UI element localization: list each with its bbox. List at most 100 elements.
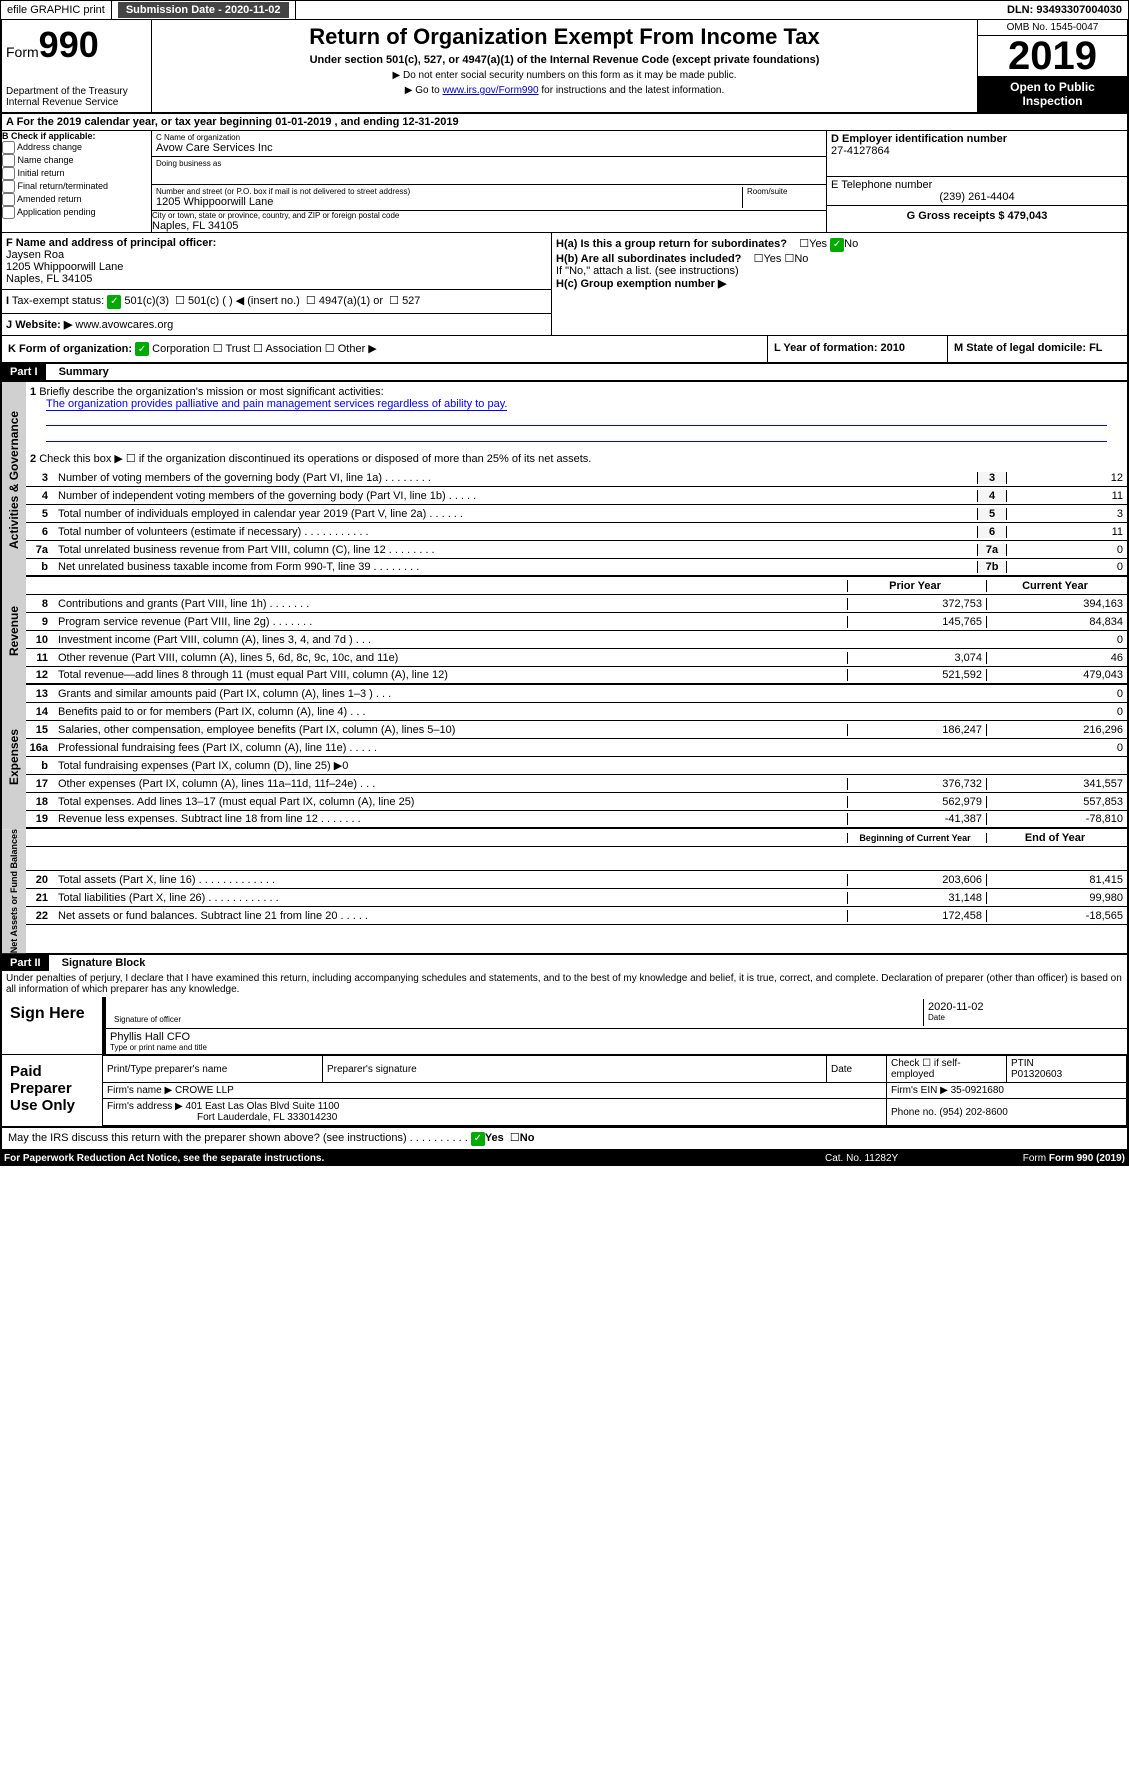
line22-desc: Net assets or fund balances. Subtract li…	[54, 909, 847, 923]
hdr-beg: Beginning of Current Year	[847, 833, 987, 843]
line20-desc: Total assets (Part X, line 16) . . . . .…	[54, 873, 847, 887]
line18-desc: Total expenses. Add lines 13–17 (must eq…	[54, 795, 847, 809]
hdr-prior: Prior Year	[847, 580, 987, 592]
4947a1: 4947(a)(1) or	[319, 295, 383, 307]
efile-label: efile GRAPHIC print	[7, 4, 105, 16]
line14-curr: 0	[987, 706, 1127, 718]
line20-prior: 203,606	[847, 874, 987, 886]
yes-label: Yes	[485, 1132, 504, 1144]
rev-section: Revenue Prior YearCurrent Year 8Contribu…	[0, 577, 1129, 685]
type-name-label: Type or print name and title	[110, 1043, 1123, 1052]
form-subtitle: Under section 501(c), 527, or 4947(a)(1)…	[160, 54, 969, 66]
line16a-curr: 0	[987, 742, 1127, 754]
preparer-table: Print/Type preparer's name Preparer's si…	[102, 1055, 1127, 1126]
firm-name: CROWE LLP	[175, 1085, 234, 1096]
inspection-badge: Open to Public Inspection	[978, 76, 1127, 112]
perjury-text: Under penalties of perjury, I declare th…	[0, 971, 1129, 997]
check-icon: ✓	[471, 1132, 485, 1146]
signature-block: Sign Here Signature of officer 2020-11-0…	[0, 997, 1129, 1151]
l-year: L Year of formation: 2010	[774, 342, 905, 354]
line7b-num: 7b	[977, 561, 1007, 573]
paid-preparer-label: Paid Preparer Use Only	[2, 1055, 102, 1126]
vlab-governance: Activities & Governance	[2, 382, 26, 577]
line11-desc: Other revenue (Part VIII, column (A), li…	[54, 651, 847, 665]
cat-no: Cat. No. 11282Y	[825, 1153, 985, 1164]
line16b-desc: Total fundraising expenses (Part IX, col…	[54, 758, 847, 773]
check-icon: ✓	[830, 238, 844, 252]
prep-name-label: Print/Type preparer's name	[103, 1056, 323, 1083]
gross-receipts: G Gross receipts $ 479,043	[907, 210, 1048, 222]
k-corp: Corporation	[152, 343, 209, 355]
chk-name[interactable]: Name change	[2, 154, 151, 167]
chk-initial-label: Initial return	[18, 168, 65, 178]
ptin-value: P01320603	[1011, 1069, 1062, 1080]
pra-notice: For Paperwork Reduction Act Notice, see …	[4, 1153, 324, 1164]
line15-curr: 216,296	[987, 724, 1127, 736]
k-trust: Trust	[225, 343, 250, 355]
sign-here-label: Sign Here	[2, 997, 102, 1054]
hc-label: H(c) Group exemption number ▶	[556, 278, 726, 290]
firm-addr-label: Firm's address ▶	[107, 1101, 183, 1112]
vlab-revenue: Revenue	[2, 577, 26, 685]
chk-final[interactable]: Final return/terminated	[2, 180, 151, 193]
irs-link[interactable]: www.irs.gov/Form990	[442, 85, 538, 96]
officer-label: F Name and address of principal officer:	[6, 237, 547, 249]
ein-value: 27-4127864	[831, 145, 1123, 157]
chk-initial[interactable]: Initial return	[2, 167, 151, 180]
firm-ein: Firm's EIN ▶ 35-0921680	[887, 1083, 1127, 1099]
line4-num: 4	[977, 490, 1007, 502]
line7a-num: 7a	[977, 544, 1007, 556]
org-name: Avow Care Services Inc	[156, 142, 822, 154]
submission-date: Submission Date - 2020-11-02	[112, 1, 296, 19]
form-footer: Form 990 (2019)	[1049, 1153, 1125, 1164]
k-label: K Form of organization:	[8, 343, 132, 355]
line6-val: 11	[1007, 526, 1127, 538]
blank-line	[46, 432, 1107, 442]
line17-desc: Other expenses (Part IX, column (A), lin…	[54, 777, 847, 791]
firm-city: Fort Lauderdale, FL 333014230	[107, 1112, 337, 1123]
officer-name: Jaysen Roa	[6, 249, 547, 261]
501c: 501(c) ( ) ◀ (insert no.)	[188, 295, 300, 307]
form-prefix: Form	[6, 44, 39, 60]
box-deg: D Employer identification number27-41278…	[827, 131, 1127, 232]
city-label: City or town, state or province, country…	[152, 211, 826, 220]
chk-address[interactable]: Address change	[2, 141, 151, 154]
note2-post: for instructions and the latest informat…	[539, 85, 725, 96]
line9-desc: Program service revenue (Part VIII, line…	[54, 615, 847, 629]
line6-desc: Total number of volunteers (estimate if …	[54, 525, 977, 539]
chk-pending-label: Application pending	[17, 207, 96, 217]
m-state: M State of legal domicile: FL	[954, 342, 1103, 354]
hb-label: H(b) Are all subordinates included?	[556, 253, 741, 265]
hdr-end: End of Year	[987, 832, 1127, 844]
line4-val: 11	[1007, 490, 1127, 502]
line5-num: 5	[977, 508, 1007, 520]
firm-name-label: Firm's name ▶	[107, 1085, 172, 1096]
tax-year: 2019	[978, 36, 1127, 76]
chk-amended[interactable]: Amended return	[2, 193, 151, 206]
line9-curr: 84,834	[987, 616, 1127, 628]
blank-line	[46, 416, 1107, 426]
efile-print: efile GRAPHIC print	[1, 1, 112, 19]
tax-status-label: Tax-exempt status:	[12, 295, 104, 307]
line12-prior: 521,592	[847, 669, 987, 681]
ein-label: D Employer identification number	[831, 133, 1123, 145]
vlab-net: Net Assets or Fund Balances	[2, 829, 26, 953]
h-b: H(b) Are all subordinates included? ☐Yes…	[556, 252, 1123, 265]
527: 527	[402, 295, 420, 307]
firm-phone: Phone no. (954) 202-8600	[887, 1099, 1127, 1126]
chk-pending[interactable]: Application pending	[2, 206, 151, 219]
room-label: Room/suite	[747, 187, 822, 196]
line15-prior: 186,247	[847, 724, 987, 736]
note-ssn: ▶ Do not enter social security numbers o…	[160, 70, 969, 81]
org-address: 1205 Whippoorwill Lane	[156, 196, 742, 208]
line20-curr: 81,415	[987, 874, 1127, 886]
line7b-val: 0	[1007, 561, 1127, 573]
chk-address-label: Address change	[17, 142, 82, 152]
line22-curr: -18,565	[987, 910, 1127, 922]
box-b-label: B Check if applicable:	[2, 131, 151, 141]
line3-num: 3	[977, 472, 1007, 484]
check-icon: ✓	[135, 342, 149, 356]
line13-desc: Grants and similar amounts paid (Part IX…	[54, 687, 847, 701]
line12-curr: 479,043	[987, 669, 1127, 681]
line10-curr: 0	[987, 634, 1127, 646]
